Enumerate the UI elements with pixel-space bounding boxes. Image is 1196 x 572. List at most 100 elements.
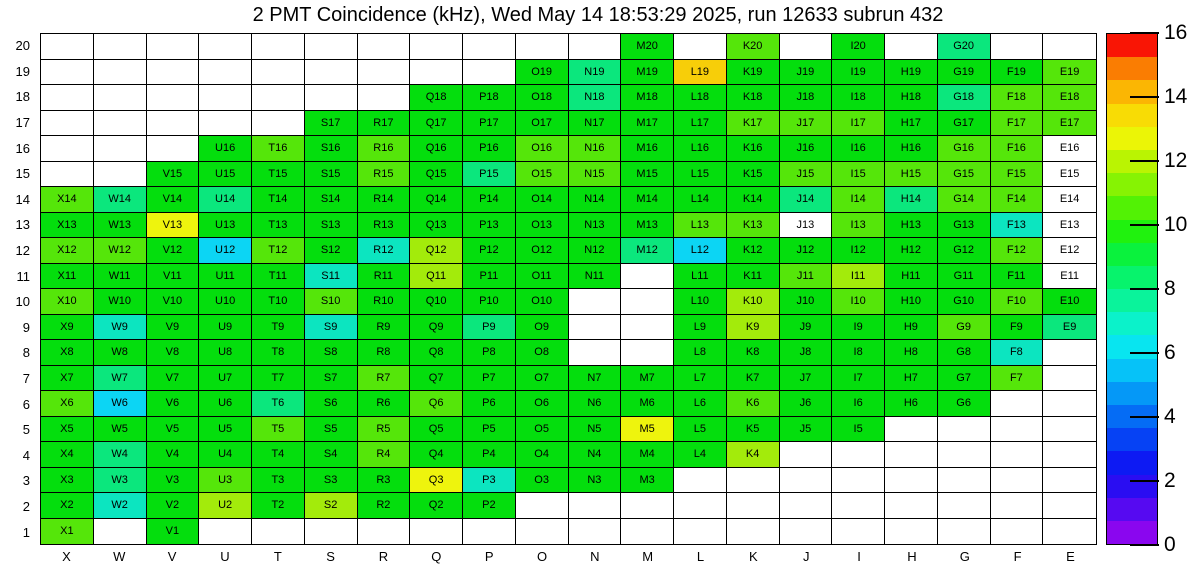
cell-R16: R16 xyxy=(357,136,411,162)
cell-F18: F18 xyxy=(990,85,1044,111)
cell-empty xyxy=(252,34,305,60)
cell-M7: M7 xyxy=(621,365,674,391)
colorbar-band xyxy=(1107,219,1157,243)
col-label-Q: Q xyxy=(431,549,442,564)
cell-L8: L8 xyxy=(674,340,727,366)
row-label-2: 2 xyxy=(22,498,30,514)
cell-G13: G13 xyxy=(937,212,991,238)
cell-U6: U6 xyxy=(199,391,252,417)
cell-empty xyxy=(726,493,780,519)
cell-Q11: Q11 xyxy=(410,263,463,289)
cell-J9: J9 xyxy=(779,314,833,340)
row-label-16: 16 xyxy=(15,140,30,156)
cell-R15: R15 xyxy=(357,161,411,187)
cell-O14: O14 xyxy=(515,187,569,213)
col-label-H: H xyxy=(907,549,917,564)
col-label-W: W xyxy=(113,549,126,564)
cell-empty xyxy=(568,34,622,60)
cell-empty xyxy=(252,110,305,136)
cell-P17: P17 xyxy=(463,110,516,136)
cell-empty xyxy=(621,340,674,366)
cell-T6: T6 xyxy=(252,391,305,417)
cell-R7: R7 xyxy=(357,365,411,391)
cell-I16: I16 xyxy=(832,136,885,162)
row-label-5: 5 xyxy=(22,422,30,438)
cell-P18: P18 xyxy=(463,85,516,111)
colorbar-tick-label-2: 2 xyxy=(1164,469,1176,492)
cell-U3: U3 xyxy=(199,467,252,493)
cell-empty xyxy=(1043,340,1096,366)
cell-I15: I15 xyxy=(832,161,885,187)
cell-M5: M5 xyxy=(621,416,674,442)
cell-empty xyxy=(832,442,885,468)
cell-W3: W3 xyxy=(93,467,147,493)
cell-V14: V14 xyxy=(146,187,200,213)
cell-empty xyxy=(93,110,147,136)
cell-empty xyxy=(621,263,674,289)
cell-Q8: Q8 xyxy=(410,340,463,366)
colorbar-band xyxy=(1107,242,1157,266)
cell-empty xyxy=(41,136,94,162)
cell-J10: J10 xyxy=(779,289,833,315)
cell-T4: T4 xyxy=(252,442,305,468)
colorbar-tick-label-6: 6 xyxy=(1164,341,1176,364)
cell-J19: J19 xyxy=(779,59,833,85)
cell-T12: T12 xyxy=(252,238,305,264)
cell-H8: H8 xyxy=(885,340,938,366)
colorbar-band xyxy=(1107,196,1157,220)
cell-empty xyxy=(990,442,1044,468)
cell-K14: K14 xyxy=(726,187,780,213)
col-label-E: E xyxy=(1066,549,1075,564)
cell-E10: E10 xyxy=(1043,289,1096,315)
cell-L19: L19 xyxy=(674,59,727,85)
row-label-4: 4 xyxy=(22,447,30,463)
cell-empty xyxy=(832,493,885,519)
cell-H14: H14 xyxy=(885,187,938,213)
cell-R17: R17 xyxy=(357,110,411,136)
colorbar-band xyxy=(1107,335,1157,359)
cell-U8: U8 xyxy=(199,340,252,366)
cell-V2: V2 xyxy=(146,493,200,519)
cell-E14: E14 xyxy=(1043,187,1096,213)
cell-T15: T15 xyxy=(252,161,305,187)
cell-empty xyxy=(1043,467,1096,493)
cell-F9: F9 xyxy=(990,314,1044,340)
cell-U11: U11 xyxy=(199,263,252,289)
cell-J8: J8 xyxy=(779,340,833,366)
cell-empty xyxy=(726,467,780,493)
colorbar-band xyxy=(1107,312,1157,336)
cell-S4: S4 xyxy=(304,442,358,468)
colorbar-tick-14 xyxy=(1130,96,1159,98)
cell-empty xyxy=(304,34,358,60)
cell-empty xyxy=(199,110,252,136)
row-label-8: 8 xyxy=(22,345,30,361)
cell-empty xyxy=(146,59,200,85)
cell-Q9: Q9 xyxy=(410,314,463,340)
colorbar-tick-16 xyxy=(1130,32,1159,34)
cell-X14: X14 xyxy=(41,187,94,213)
cell-empty xyxy=(779,518,833,544)
row-label-10: 10 xyxy=(15,294,30,310)
cell-empty xyxy=(199,59,252,85)
cell-O8: O8 xyxy=(515,340,569,366)
cell-R8: R8 xyxy=(357,340,411,366)
cell-W6: W6 xyxy=(93,391,147,417)
cell-O7: O7 xyxy=(515,365,569,391)
cell-H16: H16 xyxy=(885,136,938,162)
cell-O9: O9 xyxy=(515,314,569,340)
cell-S9: S9 xyxy=(304,314,358,340)
cell-P16: P16 xyxy=(463,136,516,162)
cell-P7: P7 xyxy=(463,365,516,391)
heatmap-grid: M20 K20 I20 G20 O19 N19 M19 L19 K19 J19 I19 H19 G19 F… xyxy=(40,33,1097,545)
cell-Q4: Q4 xyxy=(410,442,463,468)
colorbar-band xyxy=(1107,520,1157,545)
cell-P9: P9 xyxy=(463,314,516,340)
cell-H18: H18 xyxy=(885,85,938,111)
cell-empty xyxy=(885,518,938,544)
cell-L9: L9 xyxy=(674,314,727,340)
cell-N14: N14 xyxy=(568,187,622,213)
cell-empty xyxy=(93,59,147,85)
row-label-7: 7 xyxy=(22,371,30,387)
